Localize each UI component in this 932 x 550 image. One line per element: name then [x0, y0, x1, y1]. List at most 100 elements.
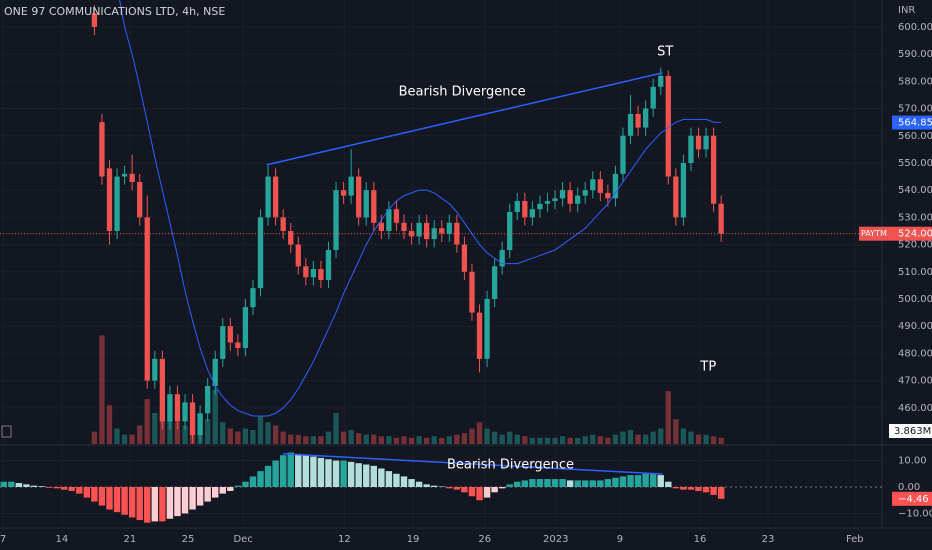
volume-bar: [401, 436, 407, 444]
volume-bar: [393, 437, 400, 444]
y-tick-label: 540.00: [898, 185, 932, 196]
volume-bar: [491, 431, 498, 444]
y-tick-label: 590.00: [898, 49, 932, 60]
candle-body: [665, 75, 671, 177]
histogram-bar: [76, 487, 83, 494]
histogram-bar: [279, 455, 287, 487]
histogram-bar: [38, 486, 45, 487]
candle-body: [106, 168, 113, 231]
volume-bar: [484, 428, 490, 444]
histogram-bar: [687, 487, 695, 490]
candle-body: [174, 394, 181, 422]
candle-body: [522, 201, 528, 218]
candle-body: [257, 217, 264, 289]
candle-body: [544, 201, 551, 204]
osc-last-label: −4.46: [898, 494, 929, 505]
candle-body: [552, 198, 558, 202]
histogram-bar: [657, 475, 664, 487]
volume-bar: [295, 434, 301, 444]
candle-body: [703, 135, 709, 150]
volume-bar: [469, 428, 475, 444]
volume-bar: [144, 398, 150, 444]
histogram-bar: [665, 481, 672, 487]
histogram-bar: [544, 479, 551, 487]
volume-bar: [356, 433, 362, 444]
histogram-bar: [680, 487, 687, 490]
histogram-bar: [23, 484, 30, 487]
candle-body: [582, 190, 588, 196]
candle-body: [114, 176, 120, 231]
y-tick-label: 500.00: [898, 294, 932, 305]
candle-body: [461, 244, 468, 272]
histogram-bar: [483, 487, 491, 498]
chart-title: ONE 97 COMMUNICATIONS LTD, 4h, NSE: [4, 5, 225, 18]
volume-bar: [582, 436, 588, 444]
candle-body: [507, 211, 513, 251]
icon[interactable]: [1, 425, 12, 438]
volume-bar: [476, 422, 483, 444]
currency: INR: [898, 5, 915, 16]
volume-bar: [303, 436, 309, 444]
histogram-bar: [574, 480, 581, 487]
volume-bar: [431, 436, 437, 444]
volume-bar: [340, 431, 347, 444]
histogram-bar: [249, 476, 257, 487]
candle-body: [612, 173, 619, 199]
candle-body: [688, 135, 694, 163]
histogram-bar: [476, 487, 483, 501]
candle-body: [416, 222, 422, 237]
y-tick-label: 10.00: [898, 456, 927, 467]
volume-bar: [235, 431, 241, 444]
histogram-bar: [695, 487, 702, 491]
volume-bar: [514, 434, 520, 444]
candle-body: [642, 108, 649, 128]
volume-bar: [205, 419, 211, 444]
x-tick-label: 26: [478, 534, 491, 545]
candle-body: [710, 135, 717, 204]
volume-bar: [695, 434, 702, 444]
histogram-bar: [408, 479, 415, 487]
volume-bar: [703, 434, 709, 444]
candle-body: [431, 228, 437, 240]
candle-body: [197, 413, 203, 436]
histogram-bar: [98, 487, 106, 506]
histogram-bar: [68, 487, 75, 491]
volume-bar: [718, 437, 724, 444]
volume-bar: [446, 436, 452, 444]
histogram-bar: [234, 485, 242, 487]
histogram-bar: [446, 487, 453, 489]
candle-body: [680, 162, 687, 218]
histogram-bar: [325, 459, 332, 487]
histogram-bar: [264, 465, 272, 487]
candle-body: [250, 288, 256, 308]
histogram-bar: [166, 487, 174, 519]
histogram-bar: [174, 487, 181, 517]
candle-body: [537, 203, 543, 210]
histogram-bar: [461, 487, 468, 493]
candle-body: [401, 222, 407, 231]
histogram-bar: [430, 485, 438, 487]
volume-tag: [889, 424, 932, 439]
price-tag: [859, 226, 892, 241]
volume-bar: [680, 428, 687, 444]
oscillator-pane: [0, 446, 882, 528]
histogram-bar: [219, 487, 226, 494]
y-tick-label: 600.00: [898, 22, 932, 33]
histogram-bar: [189, 487, 196, 510]
histogram-bar: [536, 479, 544, 487]
candle-body: [318, 269, 324, 280]
candle-body: [159, 358, 165, 422]
x-tick-label: 2023: [543, 534, 568, 545]
candle-body: [695, 135, 702, 150]
histogram-bar: [514, 481, 521, 487]
candle-body: [605, 192, 611, 199]
volume-bar: [91, 431, 98, 444]
volume-bar: [439, 437, 445, 444]
histogram-bar: [423, 484, 430, 487]
candle-body: [718, 203, 724, 234]
candle-body: [476, 312, 483, 359]
x-tick-label: Dec: [233, 534, 252, 545]
x-tick-label: 9: [617, 534, 623, 545]
volume-bar: [152, 412, 158, 444]
